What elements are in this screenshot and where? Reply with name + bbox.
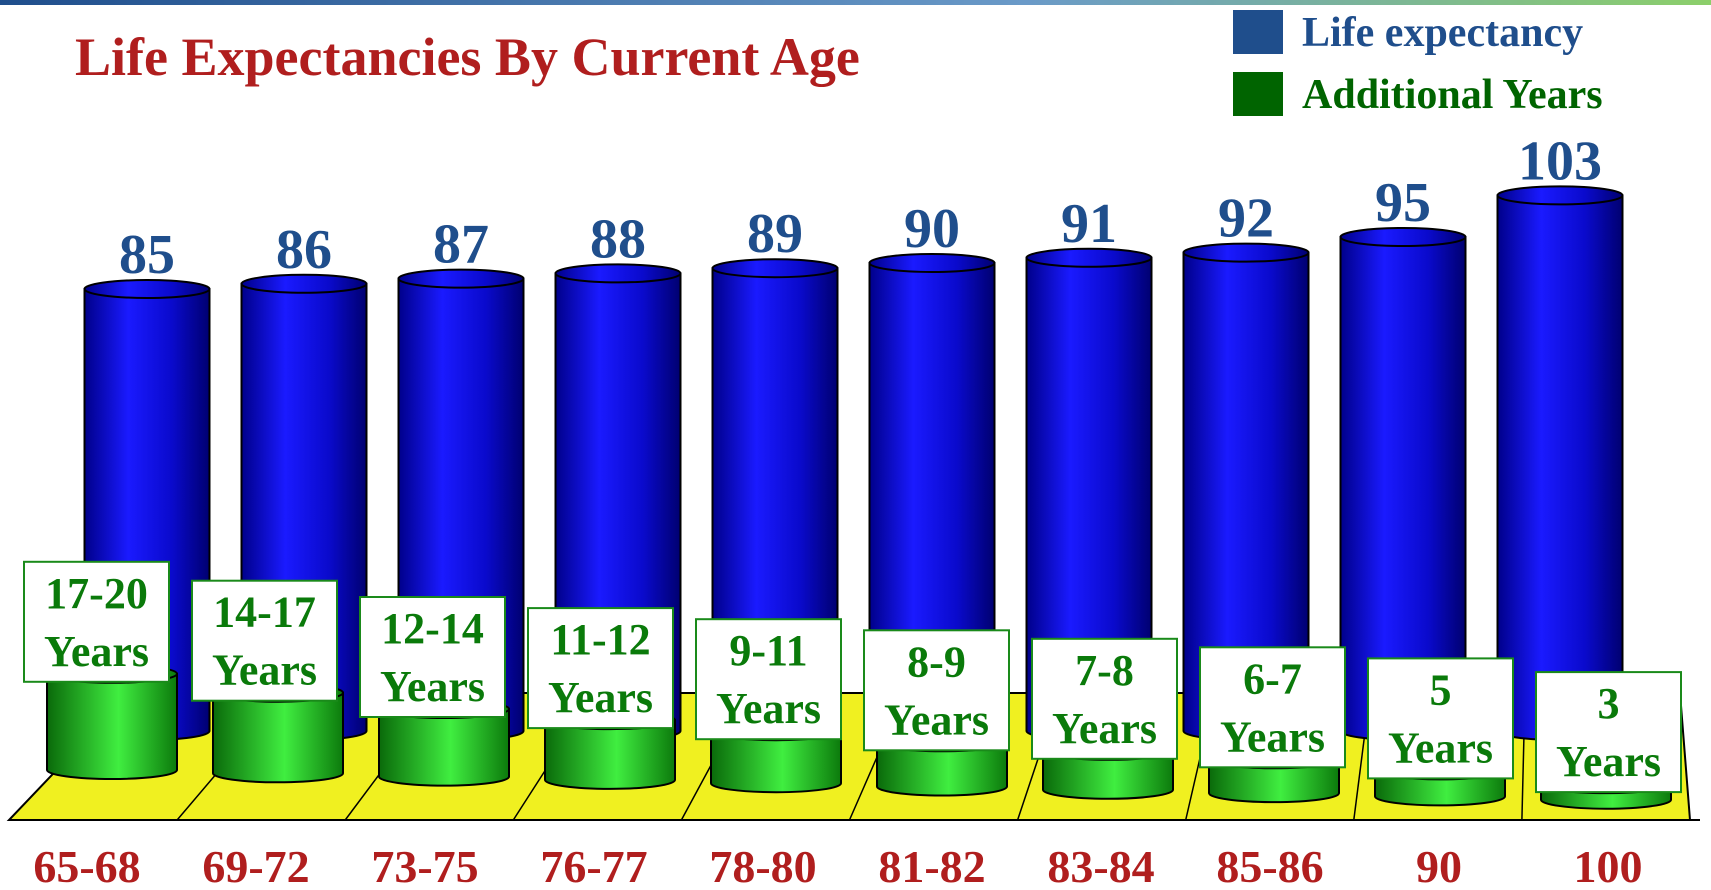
value-label: 7-8 Years	[1052, 646, 1157, 753]
legend: Life expectancy Additional Years	[1233, 10, 1603, 118]
label-box	[527, 607, 674, 730]
cylinder-top	[1496, 185, 1624, 206]
value-label: 91	[1061, 193, 1117, 255]
value-label: 88	[590, 208, 646, 270]
x-tick-label: 90	[1416, 841, 1462, 890]
label-box	[1535, 671, 1682, 794]
x-tick-label: 85-86	[1216, 841, 1323, 890]
label-box	[695, 618, 842, 741]
cylinder	[1496, 185, 1624, 741]
cylinder-top	[83, 279, 211, 299]
cylinder-body	[46, 672, 178, 780]
label-box	[359, 596, 506, 718]
value-label: 5 Years	[1388, 665, 1493, 772]
value-label: 95	[1375, 172, 1431, 234]
value-label: 89	[747, 203, 803, 265]
legend-swatch	[1233, 72, 1283, 116]
value-label: 12-14 Years	[380, 604, 485, 711]
cylinder-body	[710, 730, 842, 794]
x-tick-label: 83-84	[1047, 841, 1154, 890]
x-tick-label: 73-75	[371, 841, 478, 890]
cylinder-body	[876, 741, 1008, 797]
value-label: 103	[1518, 130, 1602, 192]
cylinder-top	[1182, 242, 1310, 263]
cylinder-body	[212, 691, 344, 784]
legend-swatch	[1233, 10, 1283, 54]
cylinder-top	[711, 258, 839, 279]
value-label: 87	[433, 214, 489, 276]
legend-label: Life expectancy	[1302, 10, 1583, 56]
value-label: 90	[904, 198, 960, 260]
value-label: 14-17 Years	[212, 588, 317, 695]
label-box	[191, 579, 338, 702]
cylinder	[1182, 242, 1310, 741]
label-box	[1367, 657, 1514, 780]
value-label: 17-20 Years	[44, 569, 149, 676]
cylinder-top	[1025, 247, 1153, 268]
cylinder-top	[554, 263, 682, 284]
cylinder-top	[397, 268, 525, 289]
cylinder-top	[1339, 227, 1467, 247]
label-box	[863, 629, 1010, 752]
x-tick-label: 100	[1574, 841, 1643, 890]
label-box	[23, 560, 170, 683]
x-tick-label: 65-68	[33, 841, 140, 890]
x-tick-label: 69-72	[202, 841, 309, 890]
value-label: 86	[276, 219, 332, 281]
x-tick-label: 78-80	[709, 841, 816, 890]
value-label: 3 Years	[1556, 679, 1661, 786]
cylinder-top	[240, 273, 368, 294]
x-tick-label: 76-77	[540, 841, 647, 890]
value-label: 11-12 Years	[548, 615, 653, 722]
legend-label: Additional Years	[1302, 72, 1603, 118]
cylinder-body	[1042, 749, 1174, 800]
top-bar	[0, 0, 1711, 5]
cylinder-body	[378, 708, 510, 787]
value-label: 92	[1218, 188, 1274, 250]
value-label: 85	[119, 224, 175, 286]
x-tick-label: 81-82	[878, 841, 985, 890]
cylinder-top	[868, 253, 996, 273]
cylinder-body	[1496, 194, 1624, 741]
value-label: 8-9 Years	[884, 637, 989, 744]
label-box	[1199, 646, 1346, 769]
value-label: 9-11 Years	[716, 626, 821, 733]
label-box	[1031, 637, 1178, 760]
cylinder-body	[1208, 758, 1340, 804]
chart-title: Life Expectancies By Current Age	[75, 27, 860, 87]
value-label: 6-7 Years	[1220, 654, 1325, 761]
cylinder-body	[544, 719, 676, 790]
